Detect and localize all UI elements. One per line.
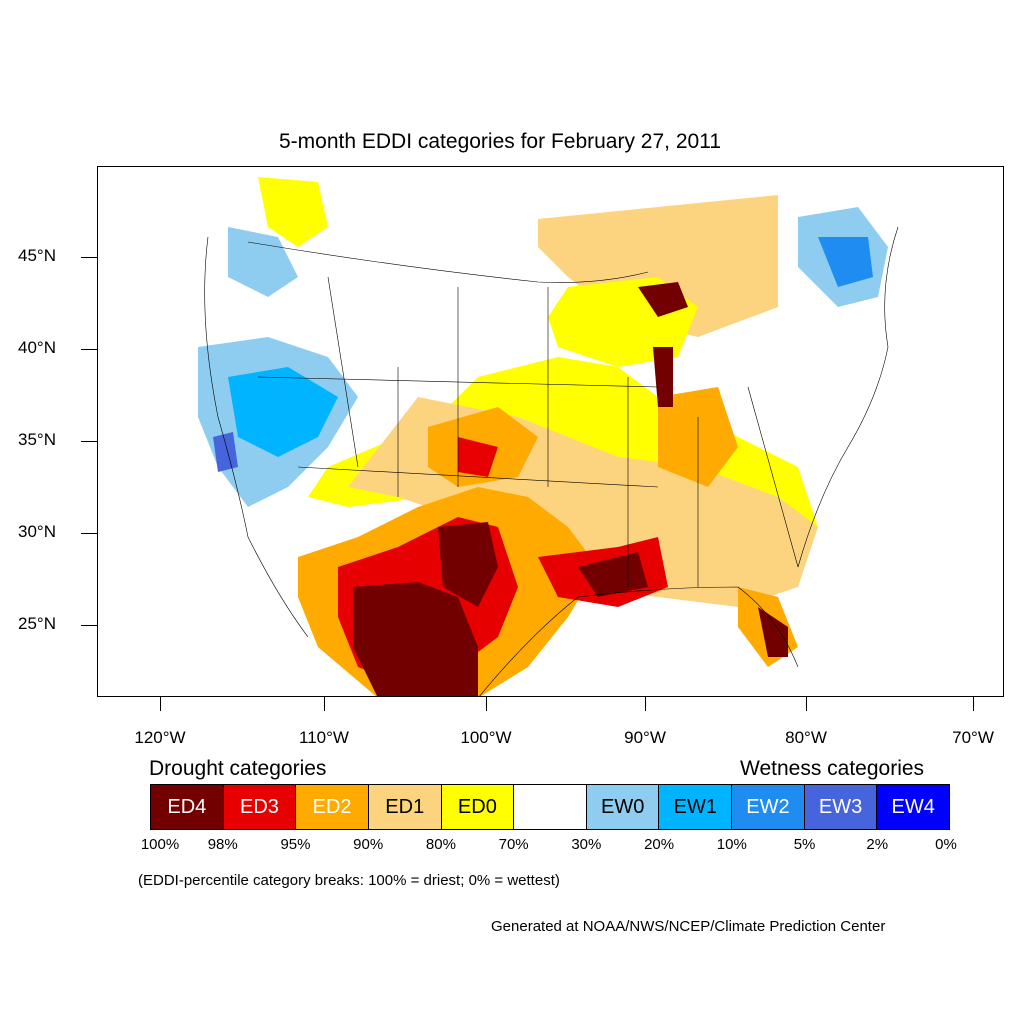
lon-tick-110: [324, 697, 325, 711]
lat-label-40: 40°N: [18, 338, 56, 357]
lon-tick-120: [160, 697, 161, 711]
percentile-label: 2%: [866, 836, 889, 853]
lon-label-80: 80°W: [785, 728, 827, 747]
lat-label-45: 45°N: [18, 246, 56, 265]
percentile-label: 100%: [140, 836, 180, 853]
region-ed1-north: [538, 195, 778, 337]
percentile-label: 98%: [207, 836, 238, 853]
region-ed4-texas: [438, 522, 498, 607]
drought-heading: Drought categories: [149, 757, 327, 780]
region-ed4-mexico: [353, 582, 478, 696]
legend-swatch-ed2: ED2: [296, 785, 369, 829]
coastline-west: [204, 236, 309, 638]
percentile-label: 10%: [716, 836, 747, 853]
legend-swatch-ed0: ED0: [441, 785, 515, 829]
lon-label-120: 120°W: [134, 728, 186, 747]
lat-tick-30: [81, 533, 97, 534]
percentile-label: 30%: [571, 836, 602, 853]
lon-tick-80: [806, 697, 807, 711]
map-title: 5-month EDDI categories for February 27,…: [279, 130, 721, 153]
percentile-label: 80%: [425, 836, 456, 853]
lat-tick-25: [81, 625, 97, 626]
category-regions: [198, 177, 888, 696]
lat-label-30: 30°N: [18, 522, 56, 541]
state-lines: [257, 276, 799, 587]
credit-text: Generated at NOAA/NWS/NCEP/Climate Predi…: [491, 918, 886, 935]
lon-label-70: 70°W: [952, 728, 994, 747]
lat-label-25: 25°N: [18, 614, 56, 633]
region-ed4-florida: [758, 607, 788, 657]
legend-swatch-ew2: EW2: [732, 785, 805, 829]
region-ed4-michigan: [638, 282, 688, 317]
region-ed4-lake-mi: [653, 347, 673, 407]
region-ed4-lmv: [578, 552, 648, 597]
lat-tick-35: [81, 441, 97, 442]
region-ew2-northeast: [818, 237, 873, 287]
coastline-east: [797, 226, 899, 568]
lat-tick-40: [81, 349, 97, 350]
percentile-label: 20%: [644, 836, 675, 853]
legend-swatch-ed3: ED3: [223, 785, 297, 829]
legend-swatch-ew3: EW3: [804, 785, 878, 829]
coastline-gulf: [479, 586, 799, 696]
legend-swatch-ed4: ED4: [151, 785, 224, 829]
region-ed0-nw: [258, 177, 328, 247]
category-note: (EDDI-percentile category breaks: 100% =…: [138, 872, 560, 889]
lon-label-110: 110°W: [299, 728, 349, 747]
percentile-label: 5%: [793, 836, 816, 853]
lon-tick-70: [973, 697, 974, 711]
percentile-label: 70%: [498, 836, 529, 853]
wetness-heading: Wetness categories: [740, 757, 925, 780]
legend-swatch-ew0: EW0: [586, 785, 660, 829]
percentile-label: 90%: [353, 836, 384, 853]
lon-tick-90: [645, 697, 646, 711]
legend-swatch-ew4: EW4: [877, 785, 950, 829]
graticule: [204, 226, 899, 696]
legend-swatch-neutral: [514, 785, 587, 829]
lat-tick-45: [81, 257, 97, 258]
region-ew0-nw: [228, 227, 298, 297]
map-frame: [97, 166, 1004, 697]
lat-label-35: 35°N: [18, 430, 56, 449]
lon-label-90: 90°W: [624, 728, 666, 747]
region-ew1-west: [228, 367, 338, 457]
percentile-label: 95%: [280, 836, 311, 853]
region-ew3-west: [213, 432, 238, 472]
legend-bar: ED4 ED3 ED2 ED1 ED0 EW0 EW1 EW2 EW3 EW4: [150, 784, 950, 830]
country-border-north: [247, 241, 649, 283]
legend-swatch-ew1: EW1: [659, 785, 733, 829]
lon-label-100: 100°W: [460, 728, 512, 747]
percentile-label: 0%: [935, 836, 957, 853]
lon-tick-100: [486, 697, 487, 711]
legend-swatch-ed1: ED1: [368, 785, 442, 829]
eddi-map: [198, 177, 899, 696]
region-ed3-kansas: [458, 437, 498, 477]
